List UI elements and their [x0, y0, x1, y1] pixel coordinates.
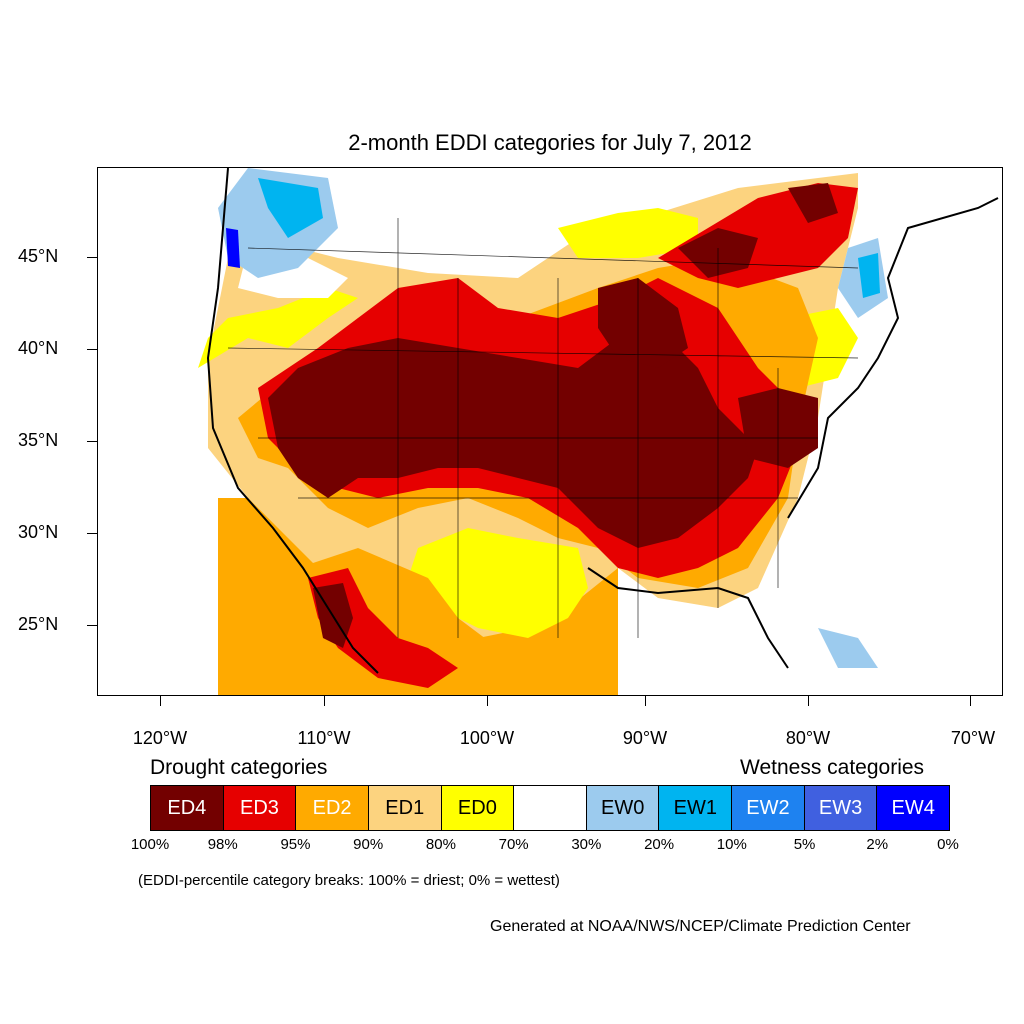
lon-tick	[160, 696, 161, 706]
percentile-label: 100%	[130, 836, 170, 853]
percentile-label: 98%	[207, 836, 238, 853]
percentile-label: 95%	[280, 836, 311, 853]
legend-box-normal	[514, 786, 587, 830]
region-ed0-west	[198, 288, 358, 368]
region-ew1-new-england	[858, 253, 880, 298]
region-ew1-northwest	[258, 178, 323, 238]
wetness-heading: Wetness categories	[740, 756, 925, 779]
percentile-label: 70%	[498, 836, 529, 853]
lat-tick	[87, 441, 97, 442]
category-note: (EDDI-percentile category breaks: 100% =…	[138, 872, 560, 889]
lat-label-30: 30°N	[18, 522, 59, 542]
eddi-map	[198, 168, 999, 695]
lon-label-100w: 100°W	[459, 728, 515, 748]
lon-tick	[487, 696, 488, 706]
legend-box-ew2: EW2	[732, 786, 805, 830]
credit-line: Generated at NOAA/NWS/NCEP/Climate Predi…	[490, 918, 911, 935]
lat-tick	[87, 349, 97, 350]
lat-tick	[87, 533, 97, 534]
percentile-label: 90%	[353, 836, 384, 853]
legend-box-ew4: EW4	[877, 786, 950, 830]
lon-label-80w: 80°W	[785, 728, 831, 748]
lon-label-120w: 120°W	[132, 728, 188, 748]
legend-box-ed0: ED0	[441, 786, 515, 830]
legend-colorbar: ED4 ED3 ED2 ED1 ED0 EW0 EW1 EW2 EW3 EW4	[150, 785, 950, 831]
percentile-label: 0%	[937, 836, 959, 853]
legend-box-ew1: EW1	[659, 786, 733, 830]
lat-label-40: 40°N	[18, 338, 59, 358]
region-ew-caribbean	[818, 628, 878, 668]
lon-tick	[808, 696, 809, 706]
map-title: 2-month EDDI categories for July 7, 2012	[348, 130, 752, 155]
legend-box-ew3: EW3	[804, 786, 878, 830]
legend-box-ew0: EW0	[586, 786, 660, 830]
legend-box-ed2: ED2	[296, 786, 369, 830]
region-ew4-coast	[226, 228, 240, 268]
region-normal-florida	[748, 598, 788, 668]
percentile-label: 10%	[716, 836, 747, 853]
state-borders	[227, 218, 859, 638]
lon-label-110w: 110°W	[297, 728, 351, 748]
legend-box-ed3: ED3	[223, 786, 297, 830]
lon-tick	[645, 696, 646, 706]
legend-box-ed1: ED1	[368, 786, 442, 830]
percentile-label: 30%	[571, 836, 602, 853]
percentile-label: 80%	[425, 836, 456, 853]
lat-label-45: 45°N	[18, 246, 59, 266]
lon-label-70w: 70°W	[950, 728, 996, 748]
lon-tick	[970, 696, 971, 706]
region-ed4-maine	[788, 183, 838, 223]
region-ed0-texas	[408, 528, 588, 638]
lat-label-35: 35°N	[18, 430, 59, 450]
map-panel[interactable]	[97, 167, 1003, 696]
region-ed4-midwest	[598, 278, 688, 368]
percentile-label: 5%	[793, 836, 816, 853]
lat-tick	[87, 257, 97, 258]
percentile-label: 2%	[866, 836, 889, 853]
drought-heading: Drought categories	[150, 756, 328, 779]
percentile-label: 20%	[644, 836, 675, 853]
region-ed0-north	[558, 208, 698, 258]
lat-label-25: 25°N	[18, 614, 59, 634]
legend-box-ed4: ED4	[151, 786, 224, 830]
lon-tick	[324, 696, 325, 706]
lon-label-90w: 90°W	[622, 728, 668, 748]
lat-tick	[87, 625, 97, 626]
